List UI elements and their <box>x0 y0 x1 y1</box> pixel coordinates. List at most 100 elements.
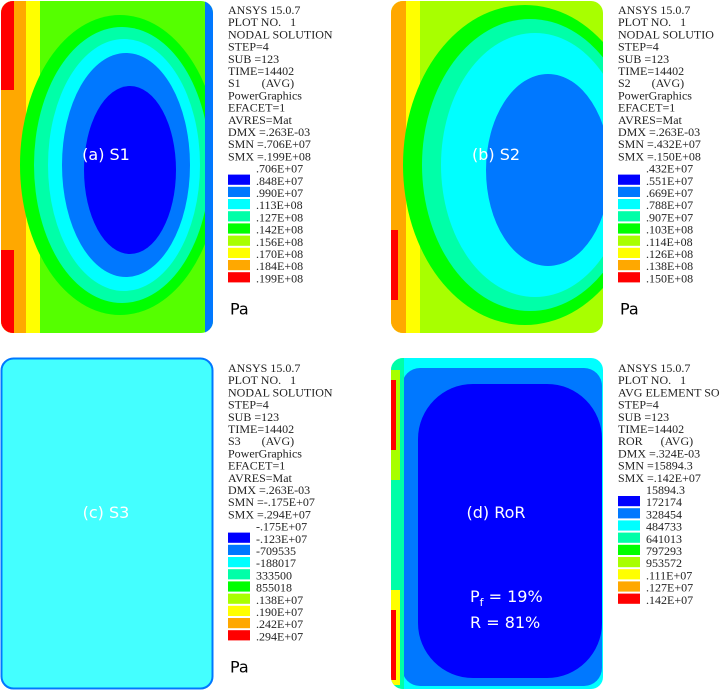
info-line: AVRES=Mat <box>228 113 293 127</box>
info-line: NODAL SOLUTIO <box>618 27 714 41</box>
info-line: DMX =.263E-03 <box>228 483 310 497</box>
legend-swatch <box>228 544 250 555</box>
legend-swatch <box>618 508 640 519</box>
legend-swatch <box>618 247 640 258</box>
info-line: NODAL SOLUTION <box>228 385 333 399</box>
info-line: ANSYS 15.0.7 <box>618 3 690 17</box>
info-line: S2 (AVG) <box>618 76 684 90</box>
legend-label: .127E+07 <box>646 581 693 595</box>
legend-label: .127E+08 <box>256 210 303 224</box>
legend-label: .184E+08 <box>256 259 303 273</box>
info-line: S3 (AVG) <box>228 434 294 448</box>
legend-swatch <box>618 532 640 543</box>
legend-label: -.123E+07 <box>256 532 307 546</box>
contour-a <box>1 1 213 333</box>
info-line: PLOT NO. 1 <box>618 15 686 29</box>
legend-label: -709535 <box>256 544 296 558</box>
legend-label: .138E+08 <box>646 259 693 273</box>
panel-label: (d) RoR <box>466 503 525 522</box>
legend-label: .150E+08 <box>646 271 693 285</box>
pf-sub: f <box>480 596 485 609</box>
legend-swatch <box>228 199 250 210</box>
legend-swatch <box>228 569 250 580</box>
info-line: SMX =.294E+07 <box>228 507 311 521</box>
legend-swatch <box>228 581 250 592</box>
info-line: EFACET=1 <box>618 101 675 115</box>
legend-label: .432E+07 <box>646 162 693 176</box>
info-line: PowerGraphics <box>228 446 302 460</box>
legend-label: .142E+07 <box>646 593 693 607</box>
legend-label: .788E+07 <box>646 198 693 212</box>
info-line: PLOT NO. 1 <box>228 15 296 29</box>
legend-swatch <box>618 174 640 185</box>
legend-label: .669E+07 <box>646 186 693 200</box>
legend-label: .114E+08 <box>646 235 693 249</box>
info-line: TIME=14402 <box>228 64 294 78</box>
legend-swatch <box>228 630 250 641</box>
legend-swatch <box>618 496 640 507</box>
info-line: SUB =123 <box>228 52 279 66</box>
legend-label: .848E+07 <box>256 174 303 188</box>
panel-label: (c) S3 <box>83 503 130 522</box>
legend-label: .156E+08 <box>256 235 303 249</box>
legend-label: .170E+08 <box>256 247 303 261</box>
legend-label: .111E+07 <box>646 568 692 582</box>
legend-swatch <box>228 260 250 271</box>
legend-swatch <box>228 223 250 234</box>
info-line: STEP=4 <box>618 398 659 412</box>
legend-swatch <box>228 605 250 616</box>
pf-p: P <box>470 587 480 606</box>
info-line: TIME=14402 <box>618 422 684 436</box>
legend-swatch <box>618 260 640 271</box>
legend-label: .126E+08 <box>646 247 693 261</box>
legend-swatch <box>618 235 640 246</box>
info-line: PLOT NO. 1 <box>228 373 296 387</box>
info-line: AVRES=Mat <box>618 113 683 127</box>
contour-d <box>391 358 603 689</box>
info-line: TIME=14402 <box>618 64 684 78</box>
info-line: STEP=4 <box>228 398 269 412</box>
legend-label: .142E+08 <box>256 223 303 237</box>
legend-swatch <box>228 247 250 258</box>
info-line: SMX =.142E+07 <box>618 471 701 485</box>
legend-swatch <box>618 569 640 580</box>
legend-label: .551E+07 <box>646 174 693 188</box>
panel-label: (b) S2 <box>472 145 520 164</box>
legend-label: .990E+07 <box>256 186 303 200</box>
info-line: AVG ELEMENT SO <box>618 385 720 399</box>
unit-label: Pa <box>230 658 249 677</box>
unit-label: Pa <box>230 300 249 319</box>
info-line: S1 (AVG) <box>228 76 294 90</box>
info-line: PowerGraphics <box>228 88 302 102</box>
legend-label: 855018 <box>256 581 292 595</box>
legend-label: 641013 <box>646 532 682 546</box>
legend-label: 484733 <box>646 520 682 534</box>
info-line: NODAL SOLUTION <box>228 27 333 41</box>
info-line: SMN =.706E+07 <box>228 137 311 151</box>
legend-label: 15894.3 <box>646 483 685 497</box>
info-line: SUB =123 <box>618 52 669 66</box>
info-line: PLOT NO. 1 <box>618 373 686 387</box>
contour-c-edge <box>0 357 214 690</box>
pf-note: Pf = 19% <box>470 587 543 609</box>
info-line: ROR (AVG) <box>618 434 693 448</box>
info-line: ANSYS 15.0.7 <box>618 361 690 375</box>
info-line: SMN =-.175E+07 <box>228 495 315 509</box>
info-line: STEP=4 <box>618 40 659 54</box>
legend-label: 333500 <box>256 568 292 582</box>
info-line: SUB =123 <box>228 410 279 424</box>
legend-label: 328454 <box>646 507 682 521</box>
legend-label: .138E+07 <box>256 593 303 607</box>
info-line: AVRES=Mat <box>228 471 293 485</box>
info-line: TIME=14402 <box>228 422 294 436</box>
legend-swatch <box>618 593 640 604</box>
legend-label: 953572 <box>646 556 682 570</box>
legend-label: .294E+07 <box>256 629 303 643</box>
legend-label: .706E+07 <box>256 162 303 176</box>
pf-value: = 19% <box>484 587 543 606</box>
legend-swatch <box>618 544 640 555</box>
legend-swatch <box>228 186 250 197</box>
info-line: EFACET=1 <box>228 101 285 115</box>
contour-b <box>391 1 603 333</box>
